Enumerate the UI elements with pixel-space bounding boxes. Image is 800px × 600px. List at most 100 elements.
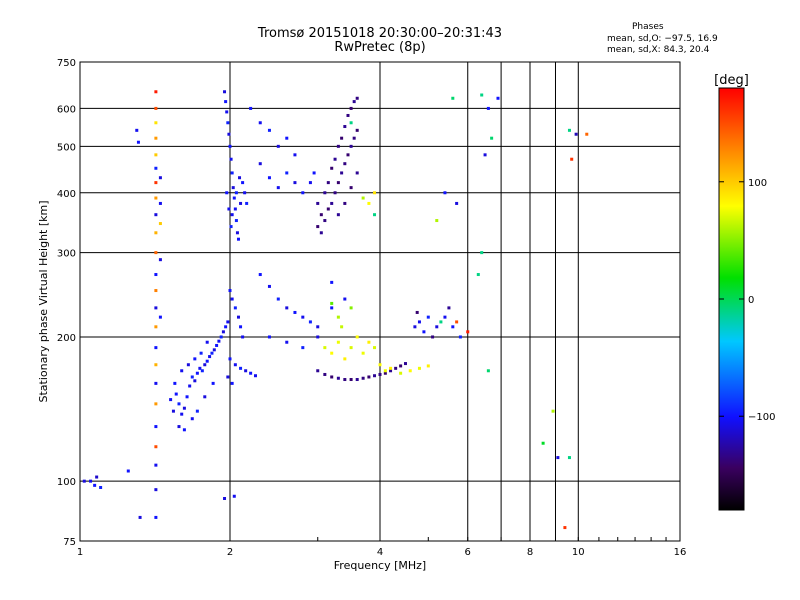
data-point	[190, 417, 194, 421]
data-point	[343, 162, 347, 166]
data-point	[228, 357, 232, 361]
data-point	[177, 425, 181, 429]
data-point	[285, 136, 289, 140]
y-tick-label: 500	[57, 142, 76, 153]
data-point	[235, 231, 239, 235]
data-point	[343, 125, 347, 129]
data-point	[367, 340, 371, 344]
data-point	[355, 335, 359, 339]
data-point	[182, 406, 186, 410]
data-point	[330, 201, 334, 205]
data-point	[223, 90, 227, 94]
data-point	[343, 201, 347, 205]
data-point	[258, 162, 262, 166]
data-point	[340, 171, 344, 175]
data-point	[195, 371, 199, 375]
data-point	[230, 171, 234, 175]
data-point	[585, 132, 589, 136]
data-point	[154, 289, 158, 293]
data-point	[349, 306, 353, 310]
data-point	[308, 181, 312, 185]
data-point	[355, 378, 359, 382]
data-point	[158, 315, 162, 319]
data-point	[154, 273, 158, 277]
data-point	[355, 96, 359, 100]
data-point	[389, 369, 393, 373]
y-tick-label: 400	[57, 189, 76, 200]
data-point	[158, 176, 162, 180]
data-point	[330, 375, 334, 379]
data-point	[267, 176, 271, 180]
data-point	[267, 128, 271, 132]
data-point	[330, 166, 334, 170]
data-point	[154, 463, 158, 467]
data-point	[223, 496, 227, 500]
data-point	[154, 196, 158, 200]
data-point	[567, 456, 571, 460]
data-point	[215, 343, 219, 347]
data-point	[383, 369, 387, 373]
grid-lines	[80, 62, 680, 541]
data-point	[349, 346, 353, 350]
x-tick-label: 8	[527, 547, 533, 558]
data-point	[426, 364, 430, 368]
data-point	[383, 371, 387, 375]
y-axis-label: Stationary phase Virtual Height [km]	[37, 200, 50, 402]
data-point	[154, 381, 158, 385]
data-point	[574, 132, 578, 136]
data-point	[154, 181, 158, 185]
data-point	[226, 320, 230, 324]
data-point	[154, 306, 158, 310]
data-point	[373, 346, 377, 350]
data-point	[336, 340, 340, 344]
data-point	[323, 346, 327, 350]
data-point	[185, 395, 189, 399]
data-point	[276, 144, 280, 148]
data-point	[231, 186, 235, 190]
y-tick-label: 600	[57, 104, 76, 115]
data-point	[340, 325, 344, 329]
data-point	[226, 121, 230, 125]
data-point	[211, 381, 215, 385]
data-point	[226, 375, 230, 379]
data-point	[361, 196, 365, 200]
data-point	[173, 381, 177, 385]
data-point	[154, 346, 158, 350]
data-point	[217, 339, 221, 343]
data-point	[233, 306, 237, 310]
data-point	[431, 335, 435, 339]
data-point	[239, 201, 243, 205]
data-point	[186, 363, 190, 367]
data-point	[349, 106, 353, 110]
data-point	[233, 363, 237, 367]
data-point	[239, 325, 243, 329]
data-point	[188, 384, 192, 388]
data-point	[95, 475, 99, 479]
data-point	[458, 335, 462, 339]
data-point	[361, 351, 365, 355]
data-point	[435, 325, 439, 329]
data-point	[154, 363, 158, 367]
data-point	[229, 225, 233, 229]
data-point	[154, 425, 158, 429]
data-point	[394, 366, 398, 370]
data-point	[236, 237, 240, 241]
data-point	[367, 375, 371, 379]
data-point	[343, 357, 347, 361]
data-point	[285, 306, 289, 310]
data-point	[180, 412, 184, 416]
data-point	[208, 355, 212, 359]
data-point	[451, 96, 455, 100]
colorbar-tick-label: 100	[748, 178, 767, 189]
data-point	[308, 320, 312, 324]
data-point	[93, 483, 97, 487]
data-point	[205, 359, 209, 363]
data-point	[198, 366, 202, 370]
x-tick-label: 10	[572, 547, 585, 558]
data-point	[267, 284, 271, 288]
data-point	[333, 191, 337, 195]
data-point	[443, 191, 447, 195]
data-point	[483, 153, 487, 157]
data-point	[413, 325, 417, 329]
data-point	[236, 315, 240, 319]
